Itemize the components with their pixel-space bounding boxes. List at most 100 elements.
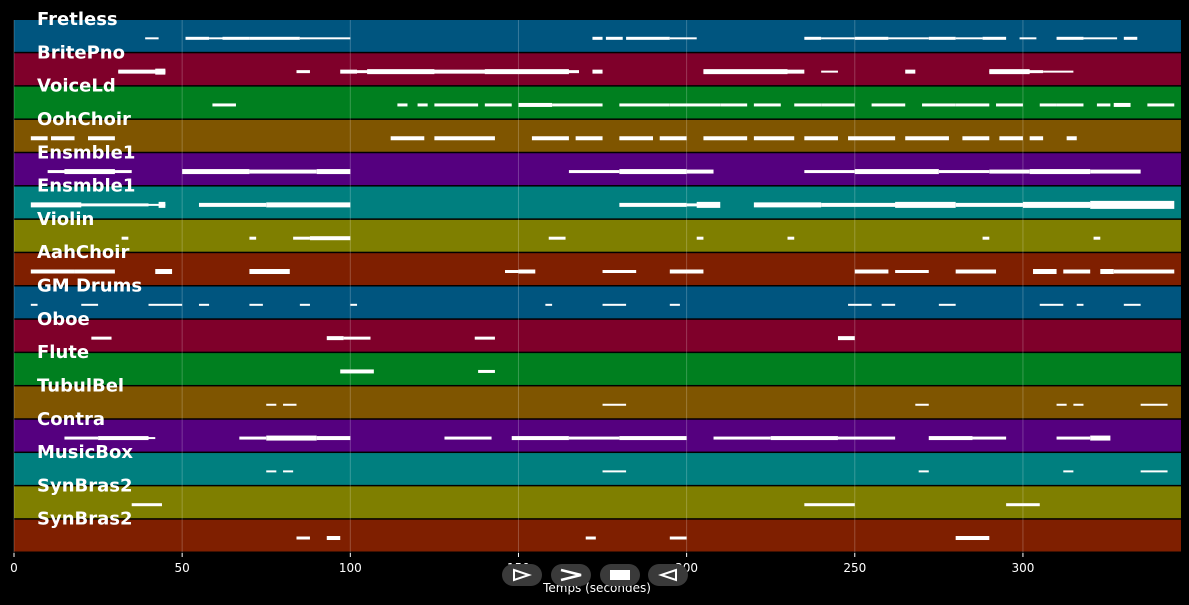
- note-block: [518, 269, 536, 274]
- note-block: [592, 69, 603, 74]
- note-block: [686, 169, 714, 174]
- note-block: [1076, 303, 1084, 306]
- note-block: [484, 103, 512, 107]
- time-grid: [13, 20, 1024, 553]
- note-block: [605, 36, 623, 40]
- note-block: [1140, 403, 1168, 406]
- note-block: [1056, 103, 1084, 107]
- note-block: [266, 435, 317, 441]
- track-band: [14, 20, 1181, 52]
- note-block: [955, 37, 983, 40]
- playback-controls: [502, 564, 692, 588]
- note-block: [915, 403, 929, 406]
- track-band: [14, 353, 1181, 385]
- note-block: [1006, 503, 1040, 507]
- track-label: Fretless: [37, 9, 118, 30]
- note-block: [145, 37, 159, 40]
- note-block: [972, 436, 1007, 440]
- track-band: [14, 486, 1181, 519]
- note-block: [1019, 37, 1037, 40]
- note-block: [478, 369, 495, 373]
- play-button[interactable]: [502, 564, 542, 586]
- stop-icon: [610, 570, 630, 580]
- note-block: [434, 70, 519, 74]
- note-block: [703, 136, 748, 141]
- note-block: [50, 136, 75, 141]
- note-block: [989, 169, 1030, 174]
- note-block: [669, 303, 680, 306]
- track-label: TubulBel: [37, 375, 124, 396]
- note-block: [444, 436, 492, 440]
- note-block: [266, 470, 277, 473]
- note-block: [955, 269, 997, 274]
- note-block: [1113, 269, 1175, 274]
- note-block: [1043, 70, 1074, 73]
- play-outline-icon: [513, 568, 532, 582]
- note-block: [74, 269, 115, 274]
- note-block: [713, 436, 771, 440]
- note-block: [938, 170, 990, 174]
- note-block: [148, 303, 183, 306]
- track-band: [14, 286, 1181, 319]
- note-block: [434, 103, 479, 107]
- note-block: [854, 36, 889, 40]
- note-block: [837, 336, 855, 341]
- note-block: [283, 470, 294, 473]
- note-block: [158, 201, 166, 208]
- note-block: [198, 303, 210, 306]
- note-block: [249, 169, 317, 174]
- note-block: [326, 536, 341, 541]
- note-block: [753, 136, 795, 141]
- note-block: [1113, 102, 1131, 107]
- note-block: [602, 270, 637, 274]
- note-block: [848, 303, 872, 306]
- note-block: [881, 303, 896, 306]
- note-block: [602, 303, 627, 306]
- note-block: [1029, 169, 1091, 175]
- note-block: [30, 269, 75, 274]
- track-band: [14, 219, 1181, 252]
- stop-button[interactable]: [600, 564, 640, 586]
- note-block: [659, 136, 687, 141]
- note-block: [568, 436, 620, 440]
- note-block: [871, 103, 906, 107]
- note-block: [848, 136, 896, 141]
- note-block: [343, 336, 371, 340]
- note-block: [316, 169, 351, 175]
- note-block: [299, 303, 310, 306]
- note-block: [1029, 136, 1044, 141]
- reverse-outline-icon: [658, 568, 677, 582]
- note-block: [1039, 103, 1057, 107]
- note-block: [316, 436, 351, 441]
- note-block: [938, 303, 956, 306]
- note-block: [548, 236, 566, 240]
- chevron-right-icon: [560, 568, 582, 582]
- note-block: [821, 70, 838, 73]
- note-block: [511, 436, 569, 441]
- note-block: [928, 36, 956, 40]
- note-block: [905, 136, 949, 141]
- note-block: [669, 37, 697, 40]
- note-block: [619, 202, 687, 207]
- note-block: [585, 536, 596, 540]
- note-block: [155, 68, 166, 75]
- tick-label: 300: [1011, 561, 1034, 575]
- note-block: [64, 436, 99, 440]
- note-block: [619, 436, 687, 441]
- note-block: [619, 169, 687, 175]
- note-block: [249, 36, 300, 40]
- note-block: [982, 236, 990, 240]
- note-block: [249, 236, 257, 240]
- track-label: AahChoir: [37, 242, 129, 263]
- note-block: [81, 303, 99, 306]
- rewind-button[interactable]: [648, 564, 688, 586]
- note-block: [1066, 136, 1077, 141]
- note-block: [1033, 269, 1057, 275]
- note-block: [30, 303, 38, 306]
- note-block: [185, 36, 210, 40]
- tick-label: 250: [843, 561, 866, 575]
- note-block: [266, 202, 351, 208]
- note-block: [266, 403, 277, 406]
- forward-button[interactable]: [551, 564, 591, 586]
